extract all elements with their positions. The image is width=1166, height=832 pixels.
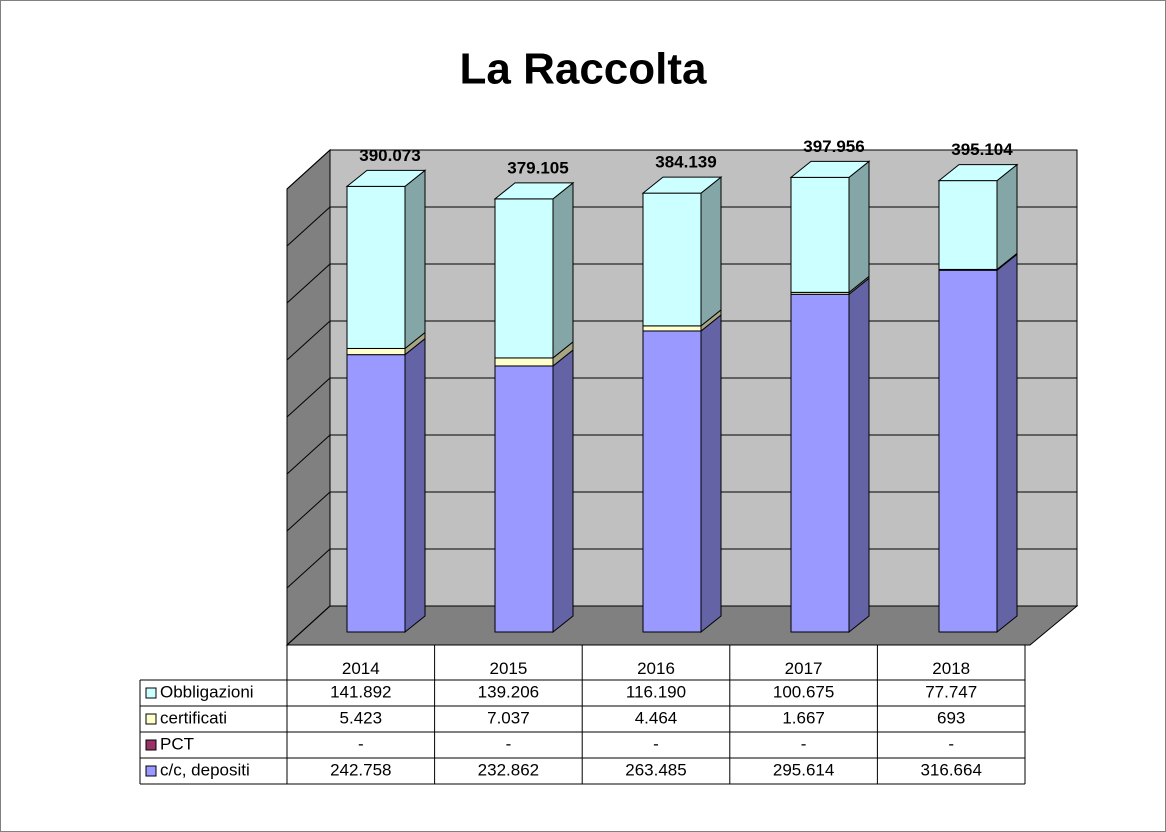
side-grid-line xyxy=(286,605,331,646)
table-value: 693 xyxy=(937,708,965,727)
total-label: 395.104 xyxy=(951,140,1013,159)
bar-segment xyxy=(494,198,554,359)
total-label: 397.956 xyxy=(803,137,864,156)
table-value: - xyxy=(948,734,954,753)
bar-segment xyxy=(346,185,406,349)
table-value: - xyxy=(653,734,659,753)
bar-side xyxy=(848,277,870,634)
bar-segment xyxy=(642,325,702,332)
bar-segment xyxy=(494,365,554,633)
table-value: 295.614 xyxy=(773,760,834,779)
x-tick-label: 2015 xyxy=(489,659,527,678)
table-value: 263.485 xyxy=(625,760,686,779)
table-value: 4.464 xyxy=(635,708,678,727)
legend-label: c/c, depositi xyxy=(160,760,250,779)
legend-swatch xyxy=(145,687,157,699)
bar-top xyxy=(493,182,575,200)
side-grid-line xyxy=(286,263,331,304)
side-grid-line xyxy=(286,149,331,190)
bar-side xyxy=(552,348,574,634)
bar-top xyxy=(345,169,427,187)
chart-title: La Raccolta xyxy=(460,45,708,94)
bar-side xyxy=(848,160,870,294)
legend-swatch xyxy=(145,765,157,777)
legend-label: PCT xyxy=(160,734,194,753)
table-value: 232.862 xyxy=(478,760,539,779)
legend-swatch xyxy=(145,713,157,725)
bar-segment xyxy=(938,180,998,270)
bar-segment xyxy=(790,176,850,293)
legend-label: Obbligazioni xyxy=(160,682,254,701)
x-tick-label: 2017 xyxy=(785,659,823,678)
total-label: 379.105 xyxy=(507,158,568,177)
bar-segment xyxy=(938,269,998,633)
total-label: 390.073 xyxy=(359,146,420,165)
bar-top xyxy=(641,176,723,194)
bar-side xyxy=(700,176,722,327)
x-tick-label: 2016 xyxy=(637,659,675,678)
table-value: 5.423 xyxy=(340,708,383,727)
side-grid-line xyxy=(286,320,331,361)
table-value: - xyxy=(801,734,807,753)
table-value: 77.747 xyxy=(925,682,977,701)
table-value: 242.758 xyxy=(330,760,391,779)
bar-top xyxy=(789,160,871,178)
table-value: 316.664 xyxy=(920,760,981,779)
bar-segment xyxy=(494,357,554,367)
side-grid-line xyxy=(286,548,331,589)
bar-side xyxy=(996,163,1018,271)
legend-swatch xyxy=(145,739,157,751)
bar-side xyxy=(404,337,426,634)
legend-label: certificati xyxy=(160,708,227,727)
table-value: - xyxy=(358,734,364,753)
side-grid-line xyxy=(286,206,331,247)
bar-side xyxy=(404,169,426,350)
total-label: 384.139 xyxy=(655,153,716,172)
bar-side xyxy=(700,313,722,634)
bar-segment xyxy=(642,192,702,327)
bar-side xyxy=(552,181,574,359)
side-grid-line xyxy=(286,491,331,532)
side-grid-line xyxy=(286,377,331,418)
table-value: 1.667 xyxy=(782,708,825,727)
table-value: 100.675 xyxy=(773,682,834,701)
bar-segment xyxy=(346,347,406,356)
x-tick-label: 2014 xyxy=(342,659,380,678)
table-value: 141.892 xyxy=(330,682,391,701)
bar-segment xyxy=(642,330,702,633)
table-value: 116.190 xyxy=(626,682,686,701)
table-value: 139.206 xyxy=(478,682,539,701)
bar-side xyxy=(996,253,1018,634)
bar-top xyxy=(937,164,1019,182)
table-value: 7.037 xyxy=(487,708,530,727)
side-grid-line xyxy=(286,434,331,475)
x-tick-label: 2018 xyxy=(932,659,970,678)
table-value: - xyxy=(506,734,512,753)
bar-segment xyxy=(790,293,850,633)
bar-segment xyxy=(346,354,406,633)
